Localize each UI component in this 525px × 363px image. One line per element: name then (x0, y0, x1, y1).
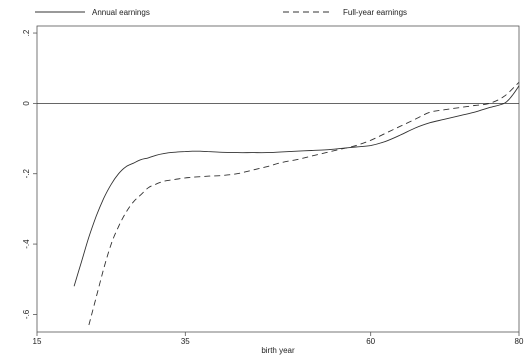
legend: Annual earnings Full-year earnings (35, 8, 407, 17)
x-tick-label: 15 (33, 337, 42, 346)
y-tick-label: -.4 (22, 239, 31, 249)
y-tick-label: -.6 (22, 309, 31, 319)
series-group (73, 81, 520, 326)
x-axis-title: birth year (261, 346, 295, 355)
legend-label-fullyear: Full-year earnings (343, 8, 407, 17)
y-tick-label: .2 (22, 29, 31, 36)
legend-label-annual: Annual earnings (92, 8, 150, 17)
series-line-full-year-earnings (88, 81, 520, 326)
y-axis: -.6 -.4 -.2 0 .2 (22, 29, 37, 319)
x-tick-label: 80 (515, 337, 524, 346)
series-line-annual-earnings (73, 85, 520, 287)
x-tick-label: 35 (181, 337, 190, 346)
x-axis: 15 35 60 80 (33, 332, 524, 346)
y-tick-label: -.2 (22, 169, 31, 179)
x-tick-label: 60 (366, 337, 375, 346)
plot-area (36, 25, 520, 333)
y-tick-label: 0 (22, 101, 31, 106)
